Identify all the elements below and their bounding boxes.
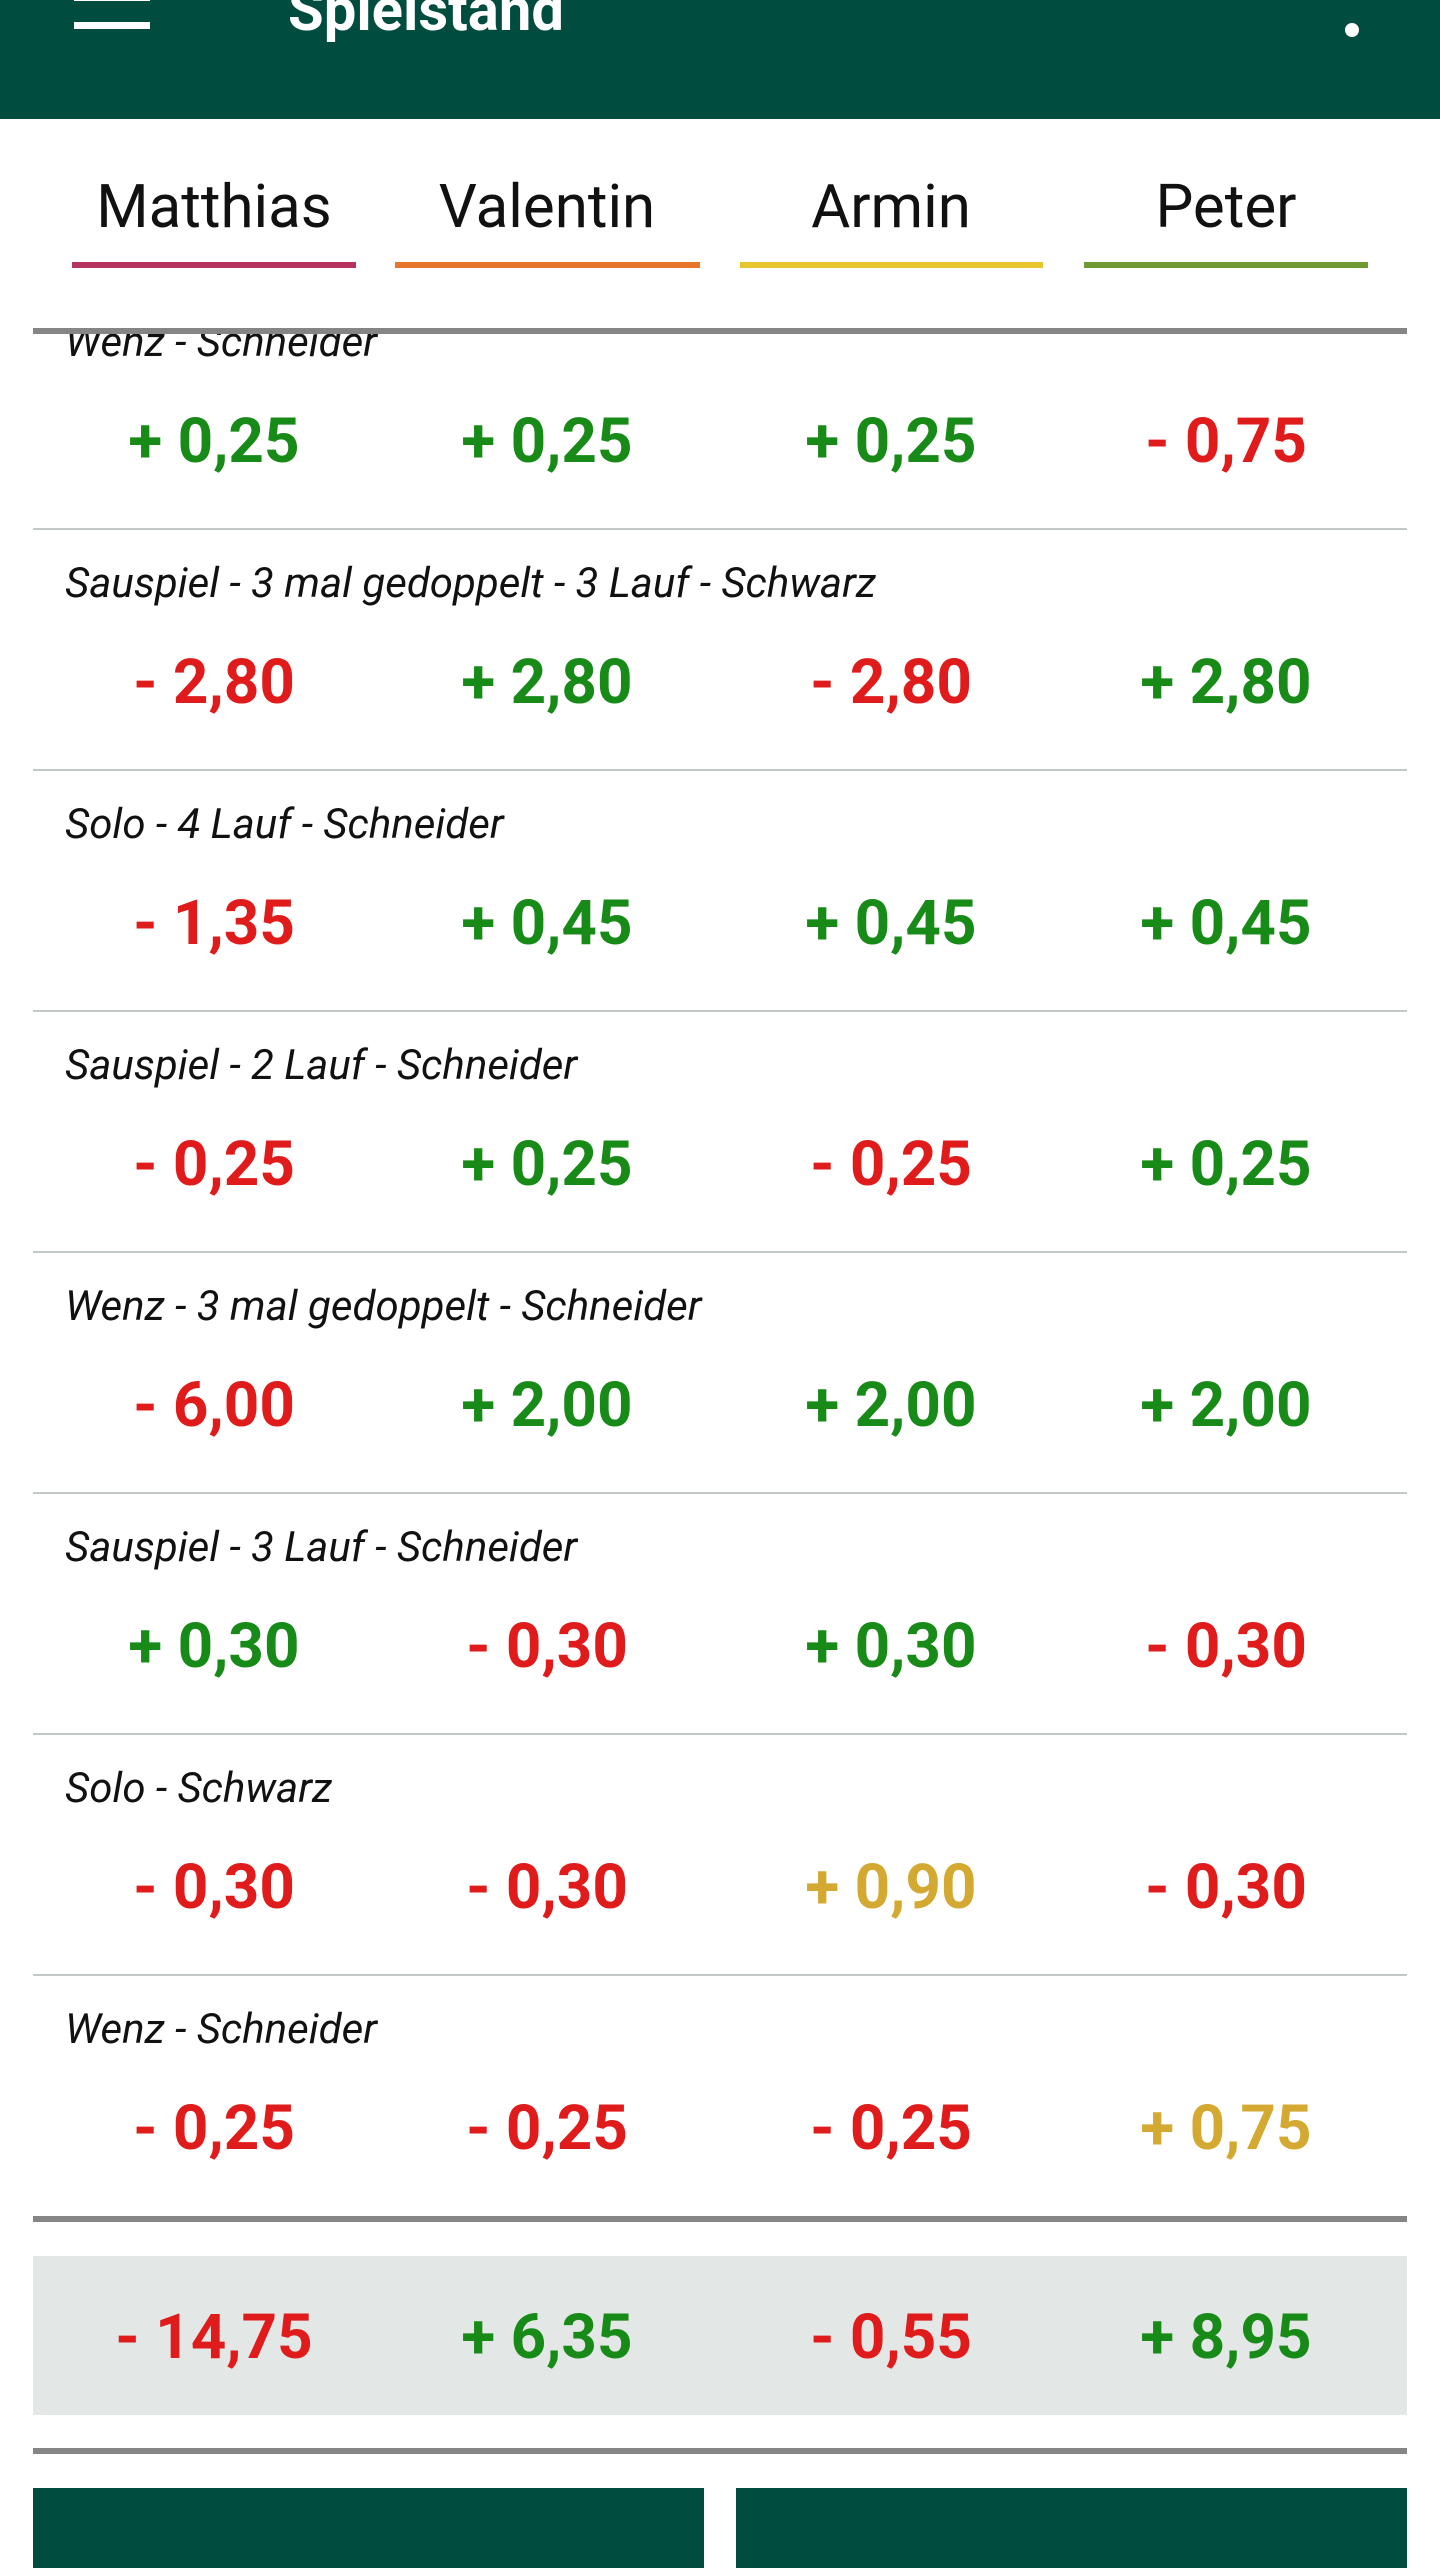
row-divider — [33, 1492, 1407, 1494]
row-divider — [33, 1251, 1407, 1253]
header-divider — [33, 328, 1407, 334]
button[interactable] — [736, 2488, 1407, 2568]
score: + 0,45 — [1140, 887, 1312, 960]
game-row: Sauspiel - 3 mal gedoppelt - 3 Lauf - Sc… — [0, 529, 1440, 771]
game-label: Sauspiel - 3 Lauf - Schneider — [65, 1523, 578, 1572]
total-score: - 14,75 — [115, 2301, 313, 2374]
tab-underline — [72, 262, 356, 268]
score: - 2,80 — [133, 646, 295, 719]
score: - 0,75 — [1145, 405, 1307, 478]
score: + 0,45 — [461, 887, 633, 960]
score: + 0,30 — [805, 1610, 977, 1683]
game-label: Sauspiel - 3 mal gedoppelt - 3 Lauf - Sc… — [65, 559, 877, 608]
score: - 2,80 — [810, 646, 972, 719]
score: - 1,35 — [133, 887, 295, 960]
game-row: Wenz - Schneider - 0,25 - 0,25 - 0,25 + 0,75 — [0, 1975, 1440, 2216]
score: - 0,30 — [1145, 1851, 1307, 1924]
player-tab[interactable]: Armin — [811, 171, 971, 242]
game-row: Solo - Schwarz - 0,30 - 0,30 + 0,90 - 0,30 — [0, 1734, 1440, 1976]
game-label: Solo - Schwarz — [65, 1764, 333, 1813]
score: + 0,25 — [461, 1128, 633, 1201]
score: + 0,25 — [1140, 1128, 1312, 1201]
button[interactable] — [33, 2488, 704, 2568]
total-score: + 8,95 — [1140, 2301, 1312, 2374]
score: - 0,30 — [466, 1851, 628, 1924]
score: + 0,75 — [1140, 2092, 1312, 2165]
more-icon[interactable] — [1330, 0, 1374, 50]
total-score: - 0,55 — [810, 2301, 972, 2374]
score: - 6,00 — [133, 1369, 295, 1442]
game-label: Solo - 4 Lauf - Schneider — [65, 800, 504, 849]
score: + 0,45 — [805, 887, 977, 960]
game-row: Wenz - Schneider + 0,25 + 0,25 + 0,25 - 0,75 — [0, 334, 1440, 530]
total-divider — [33, 2216, 1407, 2222]
row-divider — [33, 1974, 1407, 1976]
total-row: - 14,75 + 6,35 - 0,55 + 8,95 — [33, 2256, 1407, 2415]
score: + 2,00 — [461, 1369, 633, 1442]
game-label: Wenz - Schneider — [65, 2005, 378, 2054]
row-divider — [33, 528, 1407, 530]
player-tab[interactable]: Peter — [1155, 171, 1297, 242]
score: - 0,25 — [810, 2092, 972, 2165]
row-divider — [33, 1010, 1407, 1012]
game-label: Wenz - 3 mal gedoppelt - Schneider — [65, 1282, 702, 1331]
score: - 0,25 — [133, 1128, 295, 1201]
score: + 0,25 — [128, 405, 300, 478]
footer-divider — [33, 2448, 1407, 2454]
row-divider — [33, 1733, 1407, 1735]
total-score: + 6,35 — [461, 2301, 633, 2374]
score: - 0,30 — [133, 1851, 295, 1924]
score: - 0,30 — [1145, 1610, 1307, 1683]
tab-underline — [740, 262, 1043, 268]
tab-underline — [1084, 262, 1368, 268]
game-label: Wenz - Schneider — [65, 334, 378, 367]
tab-underline — [395, 262, 700, 268]
game-list: Wenz - Schneider + 0,25 + 0,25 + 0,25 - 0,75… — [0, 334, 1440, 2216]
score: + 2,80 — [1140, 646, 1312, 719]
app-title: Spielstand — [288, 0, 564, 45]
game-row: Solo - 4 Lauf - Schneider - 1,35 + 0,45 + 0… — [0, 770, 1440, 1012]
game-row: Sauspiel - 2 Lauf - Schneider - 0,25 + 0,2… — [0, 1011, 1440, 1253]
score: - 0,30 — [466, 1610, 628, 1683]
score: + 0,25 — [805, 405, 977, 478]
player-tab[interactable]: Matthias — [96, 171, 332, 242]
app-bar: Spielstand — [0, 0, 1440, 119]
row-divider — [33, 769, 1407, 771]
score: + 0,90 — [805, 1851, 977, 1924]
player-tab[interactable]: Valentin — [438, 171, 656, 242]
menu-icon[interactable] — [72, 0, 152, 34]
score: + 2,00 — [1140, 1369, 1312, 1442]
score: + 2,00 — [805, 1369, 977, 1442]
score: + 0,25 — [461, 405, 633, 478]
game-row: Wenz - 3 mal gedoppelt - Schneider - 6,00… — [0, 1252, 1440, 1494]
score: - 0,25 — [810, 1128, 972, 1201]
score: + 2,80 — [461, 646, 633, 719]
score: - 0,25 — [466, 2092, 628, 2165]
score: - 0,25 — [133, 2092, 295, 2165]
game-row: Sauspiel - 3 Lauf - Schneider + 0,30 - 0,3… — [0, 1493, 1440, 1735]
score: + 0,30 — [128, 1610, 300, 1683]
game-label: Sauspiel - 2 Lauf - Schneider — [65, 1041, 578, 1090]
